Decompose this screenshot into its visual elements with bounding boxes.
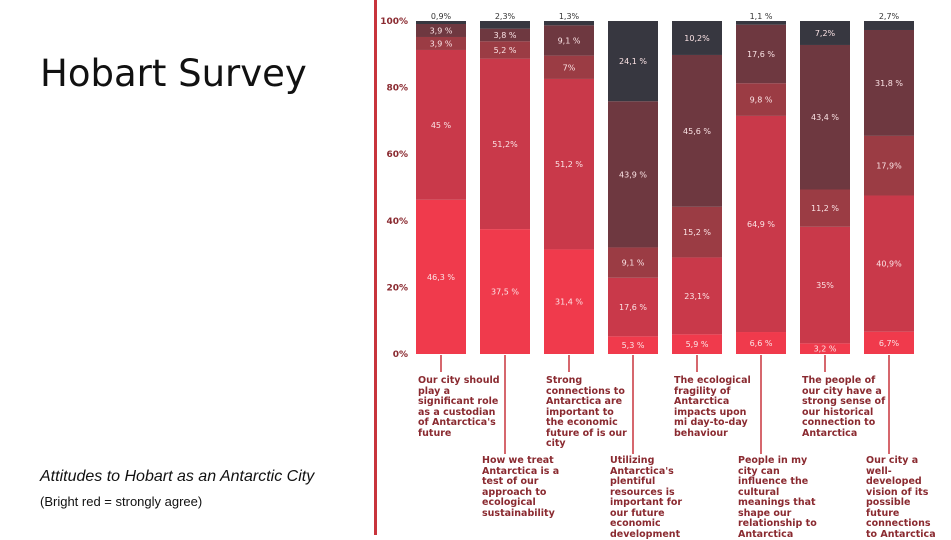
data-label: 23,1% xyxy=(684,292,710,301)
bar-segment xyxy=(608,277,658,337)
bar-segment xyxy=(672,21,722,55)
category-label: People in my city can influence the cult… xyxy=(738,455,817,540)
bar-segment xyxy=(544,55,594,79)
bar-segment xyxy=(480,58,530,230)
data-label: 51,2 % xyxy=(555,160,583,169)
data-label: 7,2% xyxy=(815,29,836,38)
data-label: 64,9 % xyxy=(747,220,775,229)
bar-segment xyxy=(800,343,850,354)
data-label: 15,2 % xyxy=(683,228,711,237)
data-label: 7% xyxy=(563,63,576,72)
bar-segment xyxy=(608,336,658,354)
bar-segment xyxy=(480,28,530,42)
data-label: 43,9 % xyxy=(619,170,647,179)
y-tick-label: 0% xyxy=(393,350,408,360)
data-label: 37,5 % xyxy=(491,288,519,297)
data-label: 35% xyxy=(816,281,834,290)
bar-segment xyxy=(672,206,722,258)
data-label: 46,3 % xyxy=(427,273,455,282)
bar-segment xyxy=(672,54,722,207)
bar-segment xyxy=(416,21,466,24)
bar-segment xyxy=(416,199,466,354)
data-label: 6,6 % xyxy=(750,339,773,348)
data-label: 31,8 % xyxy=(875,79,903,88)
bar-segment xyxy=(416,49,466,200)
bar-segment xyxy=(480,41,530,59)
bar-segment xyxy=(672,334,722,354)
bar-segment xyxy=(800,226,850,344)
bar-segment xyxy=(416,23,466,37)
bar-segment xyxy=(416,36,466,50)
y-tick-label: 100% xyxy=(380,17,408,27)
divider-line xyxy=(374,0,377,535)
bar-segment xyxy=(800,21,850,45)
data-label: 11,2 % xyxy=(811,204,839,213)
data-label: 17,6 % xyxy=(747,50,775,59)
data-label: 31,4 % xyxy=(555,298,583,307)
data-label: 9,1 % xyxy=(558,36,581,45)
data-label: 9,8 % xyxy=(750,96,773,105)
data-label: 43,4 % xyxy=(811,113,839,122)
bar-segment xyxy=(864,331,914,354)
category-label: Our city a well-developed vision of its … xyxy=(866,455,936,540)
category-label: The people of our city have a strong sen… xyxy=(802,375,886,439)
bar-segment xyxy=(608,247,658,278)
data-label: 1,3% xyxy=(559,12,580,21)
bar-segment xyxy=(672,257,722,335)
y-tick-label: 60% xyxy=(386,150,408,160)
data-label: 51,2% xyxy=(492,140,518,149)
bar-segment xyxy=(544,249,594,354)
category-label: Strong connections to Antarctica are imp… xyxy=(546,375,627,449)
data-label: 9,1 % xyxy=(622,259,645,268)
bar-segment xyxy=(800,189,850,227)
chart-caption: Attitudes to Hobart as an Antarctic City xyxy=(40,468,315,485)
bar-segment xyxy=(736,24,786,84)
category-label: How we treat Antarctica is a test of our… xyxy=(482,455,560,519)
data-label: 17,6 % xyxy=(619,303,647,312)
bar-segment xyxy=(800,44,850,190)
bar-segment xyxy=(544,21,594,26)
bar-segment xyxy=(480,21,530,29)
data-label: 2,7% xyxy=(879,12,900,21)
slide-title: Hobart Survey xyxy=(40,52,307,95)
category-label: The ecological fragility of Antarctica i… xyxy=(674,375,751,439)
data-label: 1,1 % xyxy=(750,12,773,21)
bar-segment xyxy=(736,332,786,354)
data-label: 10,2% xyxy=(684,34,710,43)
data-label: 3,8 % xyxy=(494,31,517,40)
data-label: 24,1 % xyxy=(619,57,647,66)
data-label: 5,3 % xyxy=(622,341,645,350)
bar-segment xyxy=(736,115,786,333)
y-tick-label: 20% xyxy=(386,283,408,293)
bar-segment xyxy=(608,101,658,248)
caption-note: (Bright red = strongly agree) xyxy=(40,494,203,509)
data-label: 5,2 % xyxy=(494,46,517,55)
bar-segment xyxy=(736,21,786,25)
category-label: Utilizing Antarctica's plentiful resourc… xyxy=(610,455,683,540)
y-tick-label: 80% xyxy=(386,84,408,94)
data-label: 2,3% xyxy=(495,12,516,21)
data-label: 6,7% xyxy=(879,339,900,348)
data-label: 3,9 % xyxy=(430,26,453,35)
data-label: 3,9 % xyxy=(430,39,453,48)
bar-segment xyxy=(608,21,658,102)
data-label: 0,9% xyxy=(431,12,452,21)
data-label: 3,2 % xyxy=(814,345,837,354)
category-label: Our city should play a significant role … xyxy=(418,375,500,439)
bar-segment xyxy=(736,83,786,116)
data-label: 45 % xyxy=(431,121,452,130)
data-label: 5,9 % xyxy=(686,340,709,349)
bar-segment xyxy=(864,21,914,30)
bar-segment xyxy=(544,25,594,56)
bar-segment xyxy=(544,78,594,250)
y-tick-label: 40% xyxy=(386,217,408,227)
bar-segment xyxy=(480,229,530,354)
bar-segment xyxy=(864,135,914,196)
bar-segment xyxy=(864,195,914,332)
data-label: 45,6 % xyxy=(683,127,711,136)
data-label: 40,9% xyxy=(876,260,902,269)
bar-segment xyxy=(864,29,914,136)
data-label: 17,9% xyxy=(876,162,902,171)
